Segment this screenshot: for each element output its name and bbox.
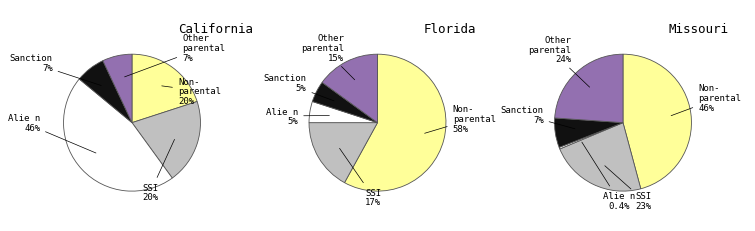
Text: Alie n
0.4%: Alie n 0.4% [582, 143, 635, 210]
Wedge shape [322, 55, 378, 123]
Wedge shape [309, 102, 378, 123]
Text: Non-
parental
20%: Non- parental 20% [162, 77, 221, 106]
Text: Alie n
5%: Alie n 5% [266, 107, 329, 126]
Text: Sanction
7%: Sanction 7% [10, 54, 101, 86]
Text: Florida: Florida [424, 23, 476, 36]
Text: California: California [178, 23, 253, 36]
Wedge shape [313, 83, 378, 123]
Wedge shape [344, 55, 446, 191]
Wedge shape [309, 123, 378, 183]
Text: SSI
20%: SSI 20% [142, 140, 174, 202]
Text: Sanction
7%: Sanction 7% [501, 106, 575, 129]
Wedge shape [555, 55, 623, 123]
Wedge shape [559, 123, 641, 191]
Wedge shape [132, 102, 201, 178]
Wedge shape [559, 123, 623, 149]
Text: Non-
parental
58%: Non- parental 58% [424, 105, 495, 134]
Wedge shape [103, 55, 132, 123]
Text: SSI
23%: SSI 23% [605, 166, 652, 210]
Text: SSI
17%: SSI 17% [340, 149, 381, 207]
Wedge shape [132, 55, 197, 123]
Wedge shape [623, 55, 692, 189]
Wedge shape [63, 80, 172, 191]
Wedge shape [554, 119, 623, 148]
Text: Alie n
46%: Alie n 46% [8, 114, 96, 153]
Text: Other
parental
7%: Other parental 7% [125, 34, 225, 78]
Text: Other
parental
24%: Other parental 24% [528, 36, 590, 88]
Wedge shape [79, 61, 132, 123]
Text: Non-
parental
46%: Non- parental 46% [671, 84, 741, 116]
Text: Missouri: Missouri [669, 23, 729, 36]
Text: Other
parental
15%: Other parental 15% [301, 34, 355, 80]
Text: Sanction
5%: Sanction 5% [263, 74, 334, 101]
